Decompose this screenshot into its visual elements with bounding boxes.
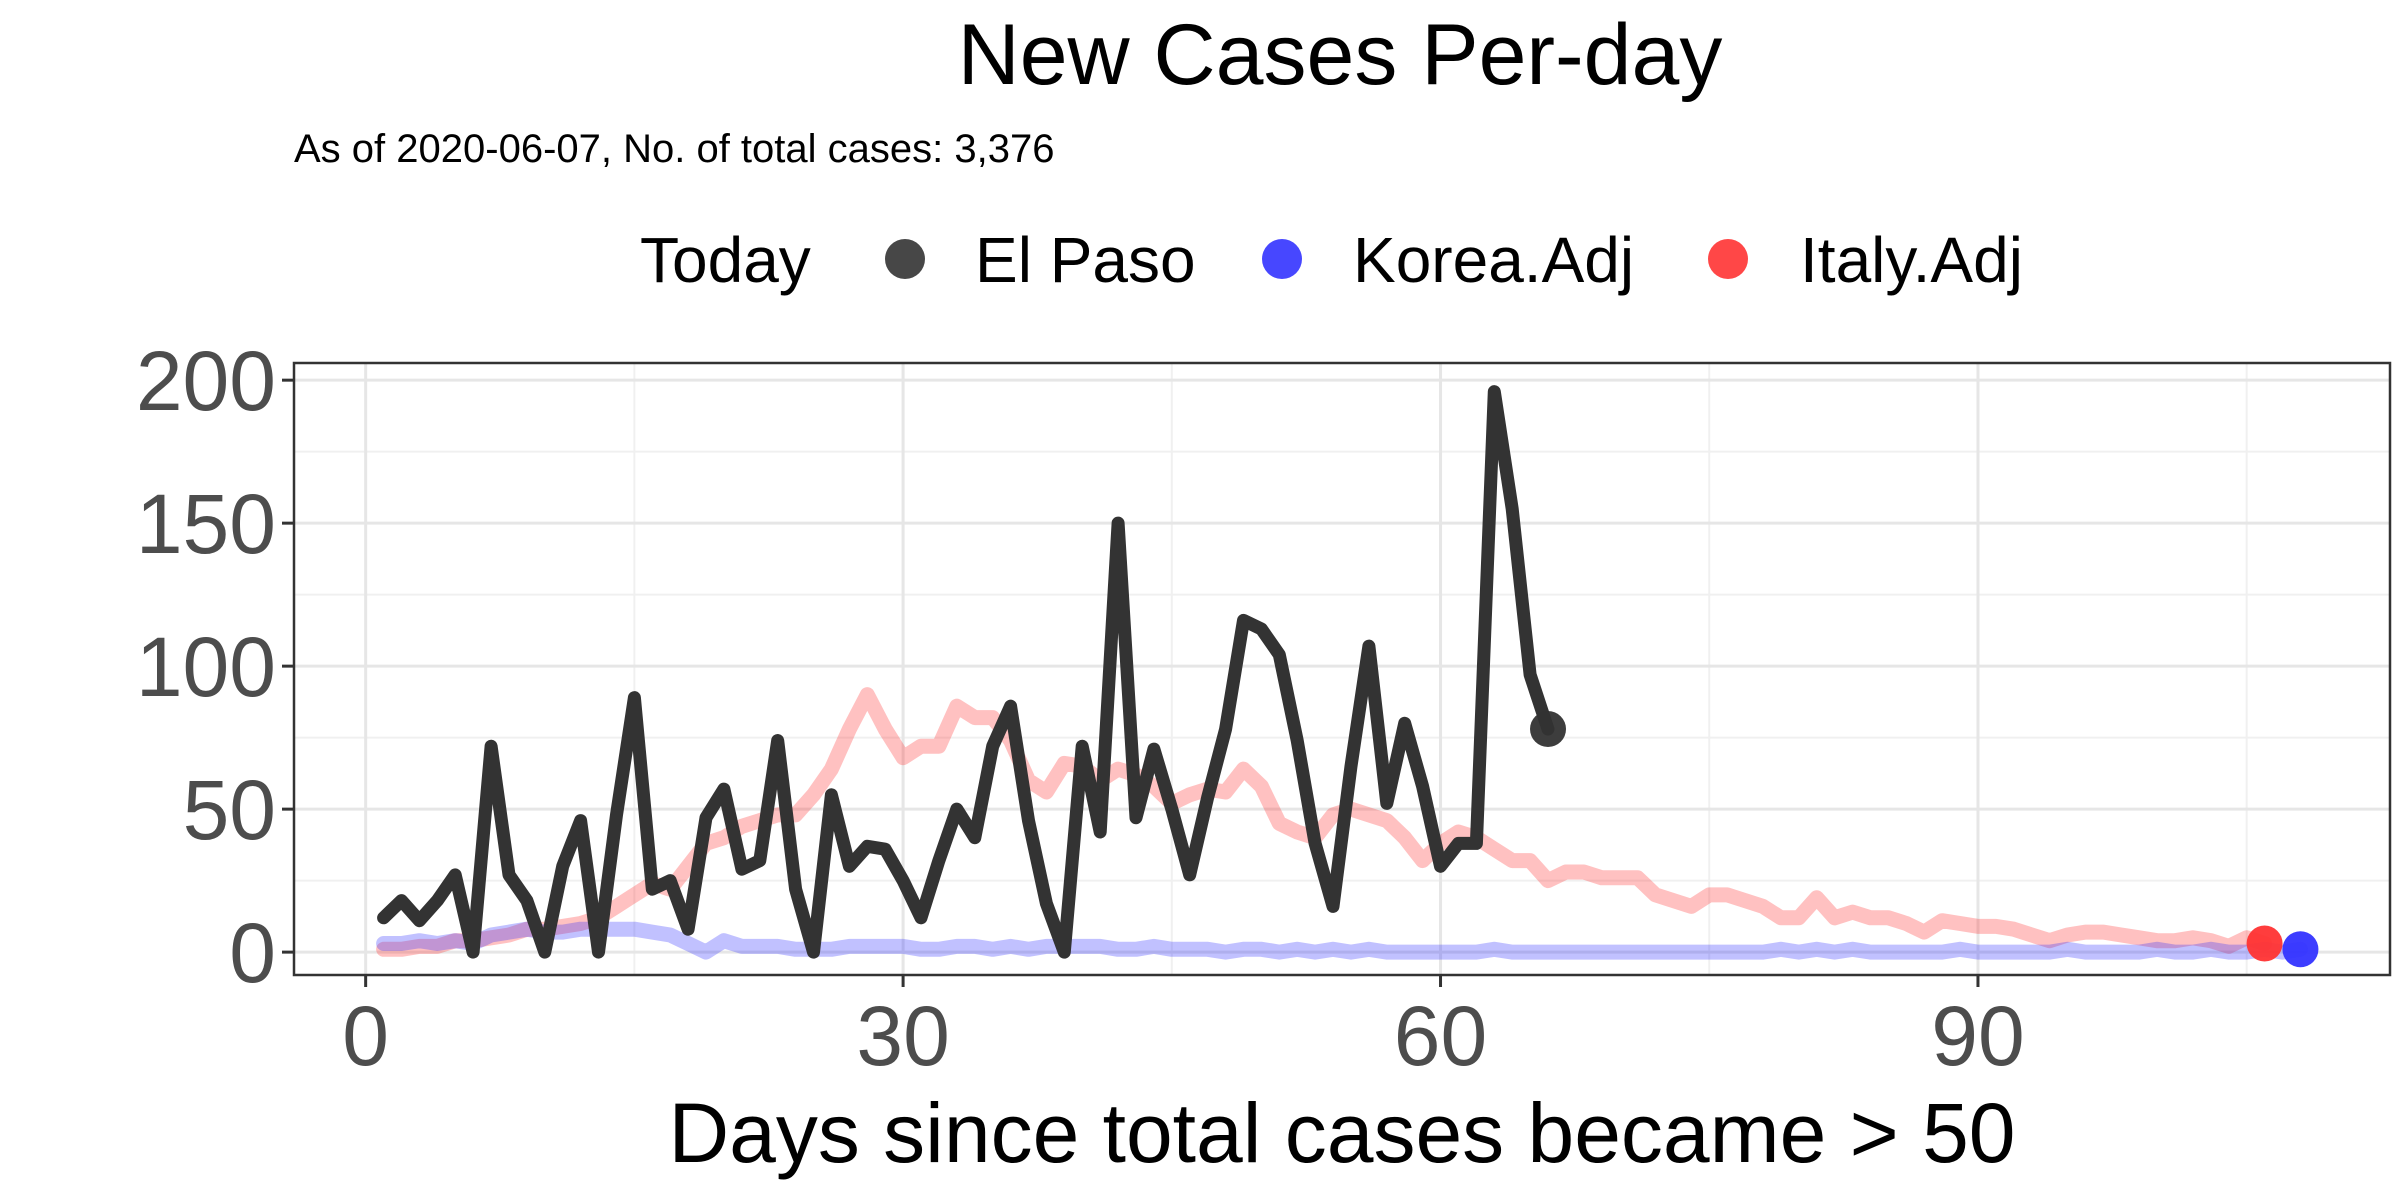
- x-tick-label: 60: [1394, 989, 1487, 1083]
- plot-border: [292, 361, 2392, 977]
- y-tick-label: 0: [229, 906, 276, 1000]
- legend-key-italy: [1708, 239, 1748, 279]
- y-axis: 0 50 100 150 200: [136, 334, 294, 1000]
- y-tick-label: 100: [136, 620, 276, 714]
- chart-title: New Cases Per-day: [958, 7, 1723, 103]
- x-tick-label: 30: [856, 989, 949, 1083]
- series-endpoints: [1530, 711, 2319, 968]
- x-tick-label: 0: [342, 989, 389, 1083]
- y-tick-label: 50: [183, 763, 276, 857]
- legend: Today El Paso Korea.Adj Italy.Adj: [640, 224, 2023, 296]
- endpoint-marker-korea-adj: [2282, 931, 2319, 968]
- x-tick-label: 90: [1931, 989, 2024, 1083]
- series-lines: [376, 385, 2308, 960]
- legend-key-el-paso: [885, 239, 925, 279]
- endpoint-marker-italy-adj: [2246, 925, 2283, 962]
- series-line-el-paso: [377, 385, 1555, 959]
- x-axis: 0 30 60 90: [342, 975, 2025, 1083]
- legend-label-italy: Italy.Adj: [1800, 224, 2023, 296]
- legend-title: Today: [640, 224, 811, 296]
- endpoint-marker-el-paso: [1530, 711, 1567, 748]
- chart-subtitle: As of 2020-06-07, No. of total cases: 3,…: [294, 127, 1054, 171]
- y-tick-label: 150: [136, 477, 276, 571]
- x-axis-title: Days since total cases became > 50: [668, 1086, 2015, 1180]
- series-line-korea-adj: [376, 921, 2308, 960]
- legend-key-korea: [1262, 239, 1302, 279]
- legend-label-el-paso: El Paso: [975, 224, 1196, 296]
- legend-label-korea: Korea.Adj: [1353, 224, 1634, 296]
- y-tick-label: 200: [136, 334, 276, 428]
